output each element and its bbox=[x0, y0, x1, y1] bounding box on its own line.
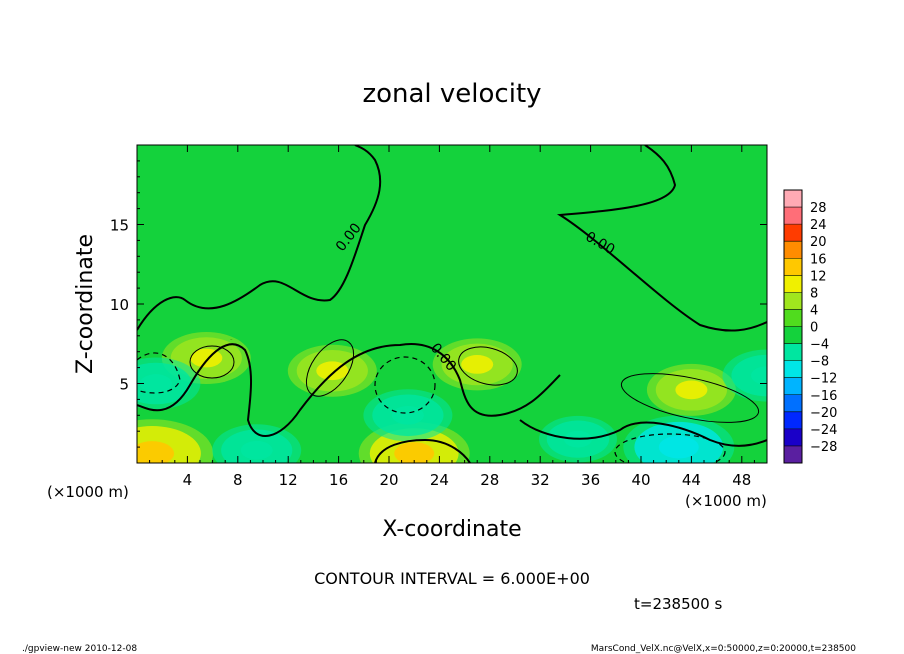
colorbar-segment bbox=[784, 258, 802, 276]
y-axis: 5 10 15 bbox=[110, 160, 767, 448]
x-tick-label: 48 bbox=[732, 471, 751, 489]
x-tick-label: 20 bbox=[379, 471, 398, 489]
colorbar-segment bbox=[784, 445, 802, 463]
contour-mid-right bbox=[519, 419, 767, 447]
x-tick-label: 16 bbox=[329, 471, 348, 489]
field-feature-peak bbox=[750, 366, 767, 385]
colorbar-segment bbox=[784, 275, 802, 293]
colorbar-label: −8 bbox=[810, 355, 829, 370]
colorbar-label: 4 bbox=[810, 303, 818, 318]
contour-neg-right bbox=[614, 433, 726, 463]
positive-contours bbox=[189, 339, 760, 423]
y-tick-label: 5 bbox=[119, 376, 129, 394]
colorbar-label: 20 bbox=[810, 235, 827, 250]
colorbar-label: 16 bbox=[810, 252, 827, 267]
colorbar-segment bbox=[784, 207, 802, 225]
x-tick-label: 4 bbox=[183, 471, 193, 489]
zero-contours bbox=[137, 145, 767, 463]
field-feature-peak bbox=[675, 380, 708, 400]
colorbar-segment bbox=[784, 411, 802, 429]
field-feature-peak bbox=[137, 441, 175, 463]
contour-mid-left bbox=[137, 343, 561, 437]
contour-upper-left bbox=[137, 145, 382, 331]
chart-title: zonal velocity bbox=[362, 79, 541, 109]
colorbar-segment bbox=[784, 309, 802, 327]
field-feature bbox=[212, 424, 302, 463]
colorbar-label: 12 bbox=[810, 269, 827, 284]
colorbar-label: −12 bbox=[810, 372, 837, 387]
y-axis-label: Z-coordinate bbox=[73, 234, 98, 374]
colorbar-segment bbox=[784, 360, 802, 378]
contour-bottom-center bbox=[374, 438, 471, 463]
colorbar-segment bbox=[784, 394, 802, 412]
colorbar-segment bbox=[784, 190, 802, 208]
y-tick-label: 15 bbox=[110, 217, 129, 235]
x-tick-label: 12 bbox=[279, 471, 298, 489]
contour-pos-2 bbox=[305, 339, 355, 397]
contour-label-4: 0.00 bbox=[230, 339, 233, 341]
field-feature-peak bbox=[240, 440, 273, 460]
negative-contours bbox=[137, 352, 726, 463]
x-tick-label: 28 bbox=[480, 471, 499, 489]
contour-pos-4 bbox=[620, 373, 760, 423]
colorbar-segment bbox=[784, 326, 802, 344]
contour-interval-label: CONTOUR INTERVAL = 6.000E+00 bbox=[314, 569, 590, 588]
contour-pos-3 bbox=[458, 346, 518, 386]
field-feature bbox=[646, 363, 736, 416]
colorbar-label: 24 bbox=[810, 218, 827, 233]
colorbar-label: −16 bbox=[810, 389, 837, 404]
time-label: t=238500 s bbox=[634, 595, 722, 613]
colorbar-segment bbox=[784, 241, 802, 259]
field-feature-core bbox=[731, 354, 767, 397]
field-feature-peak bbox=[658, 435, 699, 459]
x-tick-label: 24 bbox=[430, 471, 449, 489]
x-tick-label: 8 bbox=[233, 471, 243, 489]
y-tick-label: 10 bbox=[110, 296, 129, 314]
colorbar-label: 0 bbox=[810, 321, 818, 336]
field-feature-peak bbox=[391, 405, 424, 425]
colorbar: 28 24 20 16 12 8 4 0 −4 −8 −12 −16 −20 −24 −28 bbox=[783, 189, 837, 464]
contour-neg-left bbox=[137, 352, 181, 394]
field-feature bbox=[363, 389, 453, 442]
colorbar-label: −4 bbox=[810, 338, 829, 353]
contour-neg-center bbox=[374, 356, 436, 414]
field-feature bbox=[623, 415, 735, 463]
field-feature-peak bbox=[394, 442, 435, 463]
colorbar-segment bbox=[784, 428, 802, 446]
x-axis-unit-left: (×1000 m) bbox=[47, 483, 129, 501]
x-axis-label: X-coordinate bbox=[382, 517, 521, 542]
colorbar-segment bbox=[784, 292, 802, 310]
field-feature bbox=[137, 357, 201, 410]
colorbar-segment bbox=[784, 343, 802, 361]
colorbar-segment bbox=[784, 224, 802, 242]
field-feature bbox=[137, 419, 214, 463]
field-feature bbox=[722, 349, 767, 402]
colorbar-label: 28 bbox=[810, 201, 827, 216]
contour-upper-right bbox=[556, 145, 767, 332]
x-tick-label: 44 bbox=[682, 471, 701, 489]
colorbar-label: −24 bbox=[810, 423, 837, 438]
colorbar-label: −28 bbox=[810, 440, 837, 455]
x-tick-label: 32 bbox=[531, 471, 550, 489]
x-axis-unit-right: (×1000 m) bbox=[685, 492, 767, 510]
x-tick-label: 36 bbox=[581, 471, 600, 489]
colorbar-label: −20 bbox=[810, 406, 837, 421]
x-tick-label: 40 bbox=[631, 471, 650, 489]
footer-right: MarsCond_VelX.nc@VelX,x=0:50000,z=0:2000… bbox=[591, 644, 856, 654]
contour-pos-1 bbox=[189, 345, 235, 379]
field-feature-peak bbox=[461, 355, 494, 374]
x-axis: 4 8 12 16 20 24 28 32 36 40 44 48 bbox=[149, 145, 755, 489]
colorbar-label: 8 bbox=[810, 286, 818, 301]
plot-area: 0.00 0.00 0.00 0.00 bbox=[137, 145, 767, 463]
field-feature-peak bbox=[139, 374, 172, 393]
footer-left: ./gpview-new 2010-12-08 bbox=[22, 644, 137, 654]
colorbar-segment bbox=[784, 377, 802, 395]
